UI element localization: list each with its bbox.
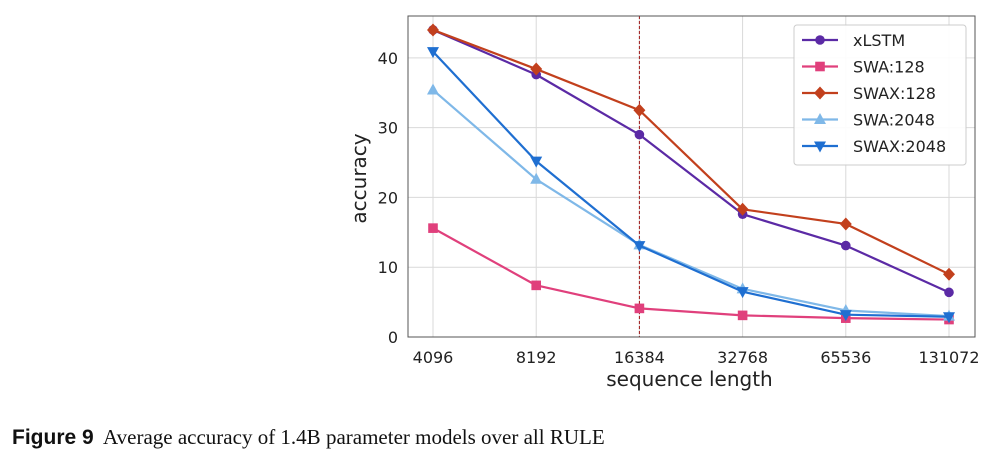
point-swa-128-8192 xyxy=(531,280,541,291)
point-swax-128-32768 xyxy=(736,202,749,216)
x-axis-label: sequence length xyxy=(606,367,772,391)
point-swa-128-32768 xyxy=(737,310,748,321)
plot-frame xyxy=(407,15,976,338)
x-tick-label-4096: 4096 xyxy=(413,348,454,367)
legend-label-swax-128: SWAX:128 xyxy=(853,84,936,103)
legend-marker-swa-2048 xyxy=(814,113,826,124)
legend-marker-swa-128 xyxy=(815,61,825,72)
point-swax-128-65536 xyxy=(839,217,852,231)
figure-label: Figure 9 xyxy=(12,426,94,449)
legend-marker-swax-2048 xyxy=(814,141,826,153)
point-swa-128-4096 xyxy=(428,223,438,233)
legend: xLSTM SWA:128 SWAX:128 SWA:2048 SWAX:2048 xyxy=(793,24,967,166)
y-tick-label-20: 20 xyxy=(378,188,398,207)
x-tick-label-8192: 8192 xyxy=(516,348,557,367)
point-swax-2048-32768 xyxy=(736,287,749,299)
legend-label-swa-2048: SWA:2048 xyxy=(853,111,935,130)
x-tick-label-65536: 65536 xyxy=(820,348,871,367)
x-tick-label-16384: 16384 xyxy=(614,348,665,367)
series-line-xlstm xyxy=(432,28,950,294)
caption-text: Average accuracy of 1.4B parameter model… xyxy=(103,425,605,449)
point-swax-128-16384 xyxy=(633,103,646,117)
y-tick-label-30: 30 xyxy=(378,119,398,138)
legend-label-xlstm: xLSTM xyxy=(853,31,905,50)
series-line-swax-128 xyxy=(432,28,950,276)
y-tick-label-40: 40 xyxy=(378,49,398,68)
legend-marker-swax-128 xyxy=(814,86,826,100)
point-swax-2048-65536 xyxy=(839,310,852,322)
point-swa-2048-8192 xyxy=(530,172,543,184)
point-xlstm-16384 xyxy=(634,129,645,140)
legend-label-swa-128: SWA:128 xyxy=(853,58,925,77)
point-swax-128-131072 xyxy=(943,267,955,281)
legend-box xyxy=(793,24,967,166)
y-tick-label-10: 10 xyxy=(378,258,398,277)
point-swax-2048-131072 xyxy=(943,312,955,324)
point-swax-128-4096 xyxy=(427,23,439,37)
series-swax-128 xyxy=(427,23,955,281)
x-tick-label-131072: 131072 xyxy=(918,348,979,367)
figure-caption: Figure 9 Average accuracy of 1.4B parame… xyxy=(12,425,605,450)
point-swa-128-16384 xyxy=(634,303,645,314)
point-swax-2048-8192 xyxy=(530,156,543,168)
y-tick-label-0: 0 xyxy=(388,328,398,347)
series-line-swa-2048 xyxy=(432,89,950,318)
point-xlstm-65536 xyxy=(841,240,851,251)
legend-marker-xlstm xyxy=(815,35,825,45)
point-swax-2048-16384 xyxy=(633,241,646,253)
series-line-swa-128 xyxy=(432,227,950,321)
point-swax-128-8192 xyxy=(530,62,543,76)
legend-label-swax-2048: SWAX:2048 xyxy=(853,137,946,156)
redaction-blur xyxy=(760,424,997,454)
series-swax-2048 xyxy=(427,47,955,324)
y-axis-label: accuracy xyxy=(347,133,371,223)
point-swax-2048-4096 xyxy=(427,47,439,59)
point-swa-2048-4096 xyxy=(427,83,439,95)
series-line-swax-2048 xyxy=(432,50,950,318)
x-tick-label-32768: 32768 xyxy=(717,348,768,367)
point-xlstm-131072 xyxy=(944,287,954,298)
